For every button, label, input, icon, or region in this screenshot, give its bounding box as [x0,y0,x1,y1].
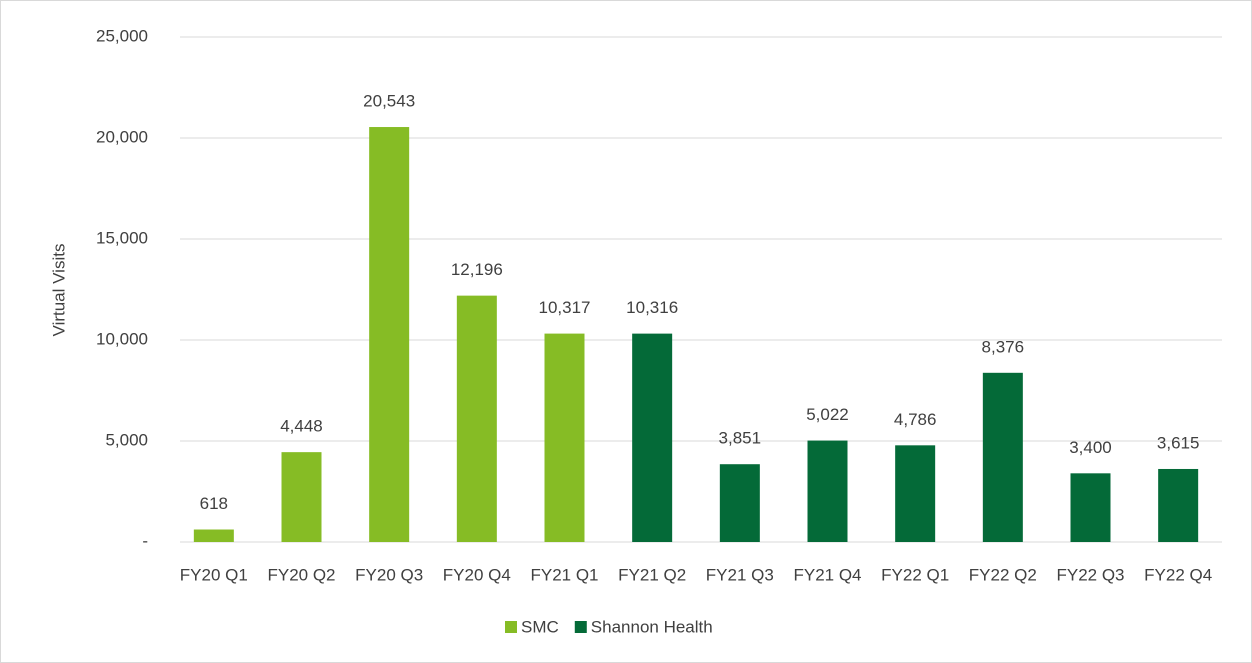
legend-label: SMC [521,617,559,636]
bar [456,295,497,542]
bar [719,464,760,542]
x-tick-label: FY22 Q3 [1056,565,1124,584]
x-tick-label: FY20 Q3 [355,565,423,584]
bar [807,440,848,542]
bar [281,452,322,542]
x-tick-label: FY21 Q3 [706,565,774,584]
x-tick-label: FY20 Q1 [180,565,248,584]
data-label: 10,316 [626,298,678,317]
y-tick-label: 20,000 [96,127,148,146]
data-label: 4,448 [280,417,323,436]
x-tick-label: FY22 Q1 [881,565,949,584]
data-label: 3,615 [1157,433,1200,452]
x-tick-label: FY20 Q2 [267,565,335,584]
data-label: 618 [200,494,228,513]
y-axis-title: Virtual Visits [49,244,68,337]
bar [632,333,673,542]
y-tick-label: 5,000 [105,430,148,449]
bar [544,333,585,542]
data-label: 3,400 [1069,438,1112,457]
x-tick-label: FY20 Q4 [443,565,511,584]
data-label: 8,376 [982,337,1025,356]
x-tick-label: FY22 Q4 [1144,565,1212,584]
x-tick-label: FY21 Q2 [618,565,686,584]
data-label: 10,317 [539,298,591,317]
data-label: 20,543 [363,92,415,111]
x-tick-label: FY21 Q1 [530,565,598,584]
bar [895,445,936,542]
x-tick-label: FY21 Q4 [793,565,861,584]
y-tick-label: 15,000 [96,228,148,247]
y-tick-label: 10,000 [96,329,148,348]
bar [982,372,1023,542]
data-label: 12,196 [451,260,503,279]
legend-label: Shannon Health [591,617,713,636]
data-label: 4,786 [894,410,937,429]
data-label: 3,851 [719,429,762,448]
bar [1158,468,1199,542]
y-tick-label: - [142,531,148,550]
bar [369,127,410,542]
data-label: 5,022 [806,405,849,424]
bar [1070,473,1111,542]
legend-swatch [574,621,587,633]
legend-swatch [505,621,517,633]
bar [193,529,234,542]
y-tick-label: 25,000 [96,26,148,45]
x-tick-label: FY22 Q2 [969,565,1037,584]
